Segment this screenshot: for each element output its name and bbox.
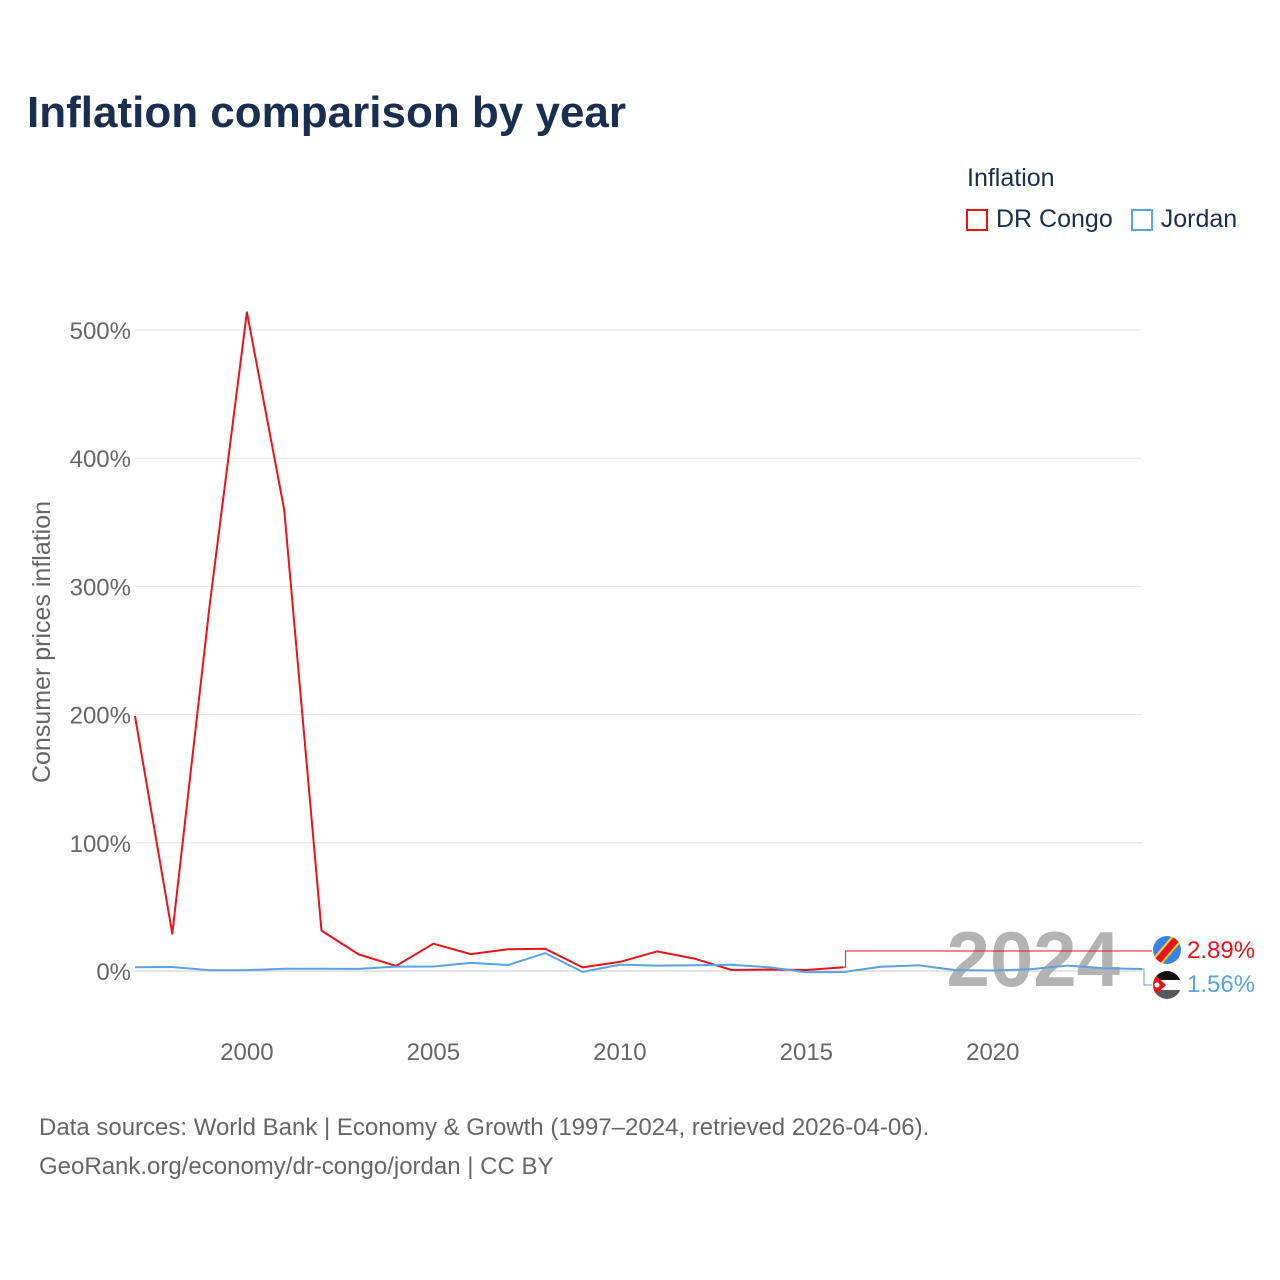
x-tick-label: 2010 bbox=[593, 1039, 646, 1066]
y-axis-label: Consumer prices inflation bbox=[28, 501, 56, 783]
y-tick-label: 200% bbox=[70, 703, 131, 730]
data-source: Data sources: World Bank | Economy & Gro… bbox=[39, 1108, 929, 1186]
legend-label-jordan: Jordan bbox=[1160, 205, 1238, 233]
y-tick-label: 500% bbox=[70, 318, 131, 345]
x-tick-label: 2000 bbox=[220, 1039, 273, 1066]
y-tick-label: 300% bbox=[70, 574, 131, 601]
connector-jordan bbox=[1142, 968, 1152, 986]
legend-title: Inflation bbox=[967, 164, 1055, 192]
legend-item-dr-congo[interactable]: DR Congo bbox=[966, 205, 1113, 234]
connector-dr-congo bbox=[843, 950, 1152, 968]
source-line-1: Data sources: World Bank | Economy & Gro… bbox=[39, 1114, 930, 1141]
x-tick-label: 2015 bbox=[780, 1039, 833, 1066]
end-label-dr-congo: 2.89% bbox=[1187, 937, 1255, 964]
dr-congo-flag-icon bbox=[1153, 936, 1181, 964]
y-tick-label: 0% bbox=[96, 959, 131, 986]
end-label-jordan: 1.56% bbox=[1187, 971, 1255, 998]
legend-swatch-dr-congo bbox=[966, 208, 988, 231]
legend-item-jordan[interactable]: Jordan bbox=[1130, 205, 1238, 234]
legend-label-dr-congo: DR Congo bbox=[996, 205, 1113, 233]
legend-swatch-jordan bbox=[1130, 208, 1153, 231]
year-watermark: 2024 bbox=[946, 915, 1120, 1003]
jordan-flag-icon bbox=[1153, 971, 1181, 999]
series-line-dr-congo bbox=[134, 311, 844, 971]
chart-title: Inflation comparison by year bbox=[27, 88, 627, 137]
legend: DR Congo Jordan bbox=[966, 205, 1255, 234]
y-tick-label: 400% bbox=[70, 446, 131, 473]
x-tick-label: 2005 bbox=[407, 1039, 460, 1066]
source-line-2[interactable]: GeoRank.org/economy/dr-congo/jordan | CC… bbox=[39, 1153, 554, 1180]
x-tick-label: 2020 bbox=[966, 1039, 1019, 1066]
y-tick-label: 100% bbox=[70, 831, 131, 858]
series-line-jordan bbox=[134, 952, 1143, 974]
